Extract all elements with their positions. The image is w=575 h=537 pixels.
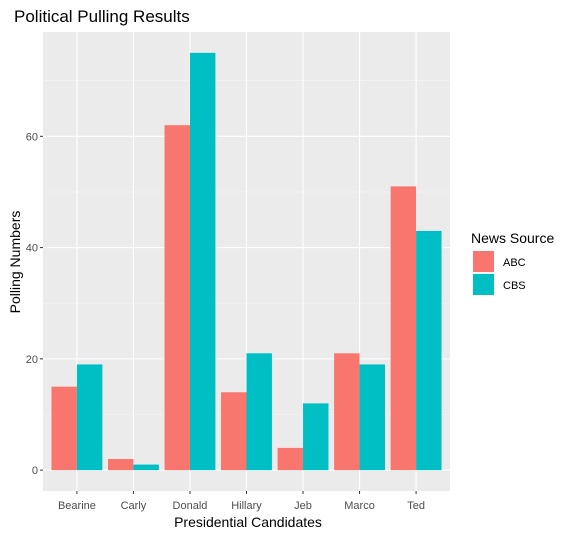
bar-cbs-donald (189, 52, 216, 471)
bar-abc-hillary (221, 392, 247, 471)
x-tick-label: Carly (121, 500, 147, 512)
y-tick-label: 0 (32, 465, 38, 477)
bar-abc-carly (108, 459, 134, 471)
y-axis-ticks: 0 20 40 60 (26, 131, 43, 477)
x-tick-label: Bearine (58, 500, 96, 512)
x-axis-title: Presidential Candidates (174, 514, 322, 530)
x-tick-label: Hillary (231, 500, 262, 512)
bar-cbs-jeb (303, 403, 329, 471)
bar-abc-marco (334, 353, 360, 471)
x-tick-label: Marco (344, 500, 375, 512)
bar-cbs-carly (133, 464, 159, 471)
legend-label-cbs: CBS (503, 280, 526, 292)
legend-swatch-abc (473, 251, 494, 272)
x-tick-label: Jeb (294, 500, 312, 512)
bar-abc-ted (390, 186, 417, 471)
y-tick-label: 20 (26, 354, 38, 366)
x-tick-label: Donald (173, 500, 208, 512)
bars (51, 52, 442, 471)
x-tick-label: Ted (407, 500, 425, 512)
legend-title: News Source (471, 230, 554, 246)
bar-cbs-bearine (76, 364, 103, 471)
legend-label-abc: ABC (503, 257, 526, 269)
bar-cbs-hillary (246, 353, 272, 471)
x-axis-ticks: Bearine Carly Donald Hillary Jeb Marco Ted (58, 491, 425, 512)
bar-abc-jeb (277, 447, 304, 471)
chart-title: Political Pulling Results (14, 7, 190, 26)
y-tick-label: 60 (26, 131, 38, 143)
bar-abc-donald (164, 125, 190, 471)
y-axis-title: Polling Numbers (7, 211, 23, 314)
bar-abc-bearine (51, 386, 77, 471)
legend-swatch-cbs (473, 274, 494, 295)
bar-cbs-marco (359, 364, 385, 471)
y-tick-label: 40 (26, 243, 38, 255)
legend: News Source ABC CBS (471, 230, 554, 295)
bar-cbs-ted (416, 230, 442, 471)
